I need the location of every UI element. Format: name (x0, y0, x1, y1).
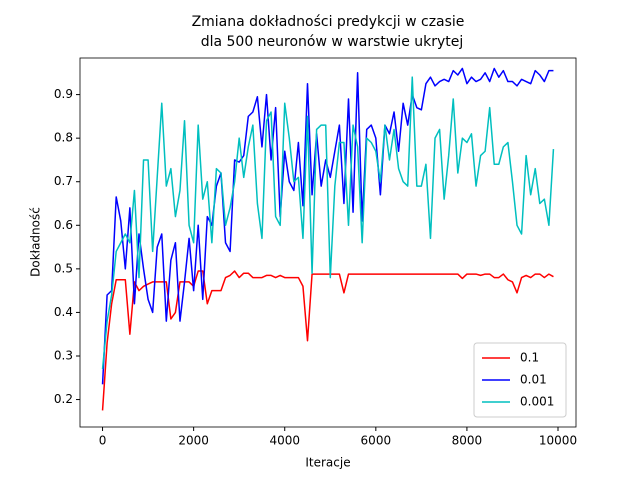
y-tick-label: 0.8 (54, 131, 73, 145)
y-axis-label: Dokładność (29, 207, 43, 277)
chart-title: dla 500 neuronów w warstwie ukrytej (201, 34, 464, 50)
y-tick-label: 0.4 (54, 305, 73, 319)
legend-label: 0.001 (520, 395, 554, 409)
x-tick-label: 10000 (539, 434, 577, 448)
data-line (101, 76, 555, 370)
x-tick-label: 8000 (452, 434, 483, 448)
chart-title: Zmiana dokładności predykcji w czasie (192, 14, 465, 30)
data-line (101, 270, 554, 411)
y-tick-label: 0.5 (54, 261, 73, 275)
y-tick-label: 0.2 (54, 392, 73, 406)
y-tick-label: 0.6 (54, 218, 73, 232)
legend-box (473, 342, 567, 418)
x-tick-label: 0 (99, 434, 107, 448)
legend-label: 0.1 (520, 351, 539, 365)
legend-label: 0.01 (520, 373, 547, 387)
data-line (101, 67, 554, 385)
y-tick-label: 0.3 (54, 348, 73, 362)
x-tick-label: 4000 (269, 434, 300, 448)
y-tick-label: 0.7 (54, 174, 73, 188)
y-tick-label: 0.9 (54, 87, 73, 101)
plot-frame (79, 57, 577, 428)
x-tick-label: 2000 (178, 434, 209, 448)
x-tick-label: 6000 (361, 434, 392, 448)
x-axis-label: Iteracje (305, 456, 350, 470)
